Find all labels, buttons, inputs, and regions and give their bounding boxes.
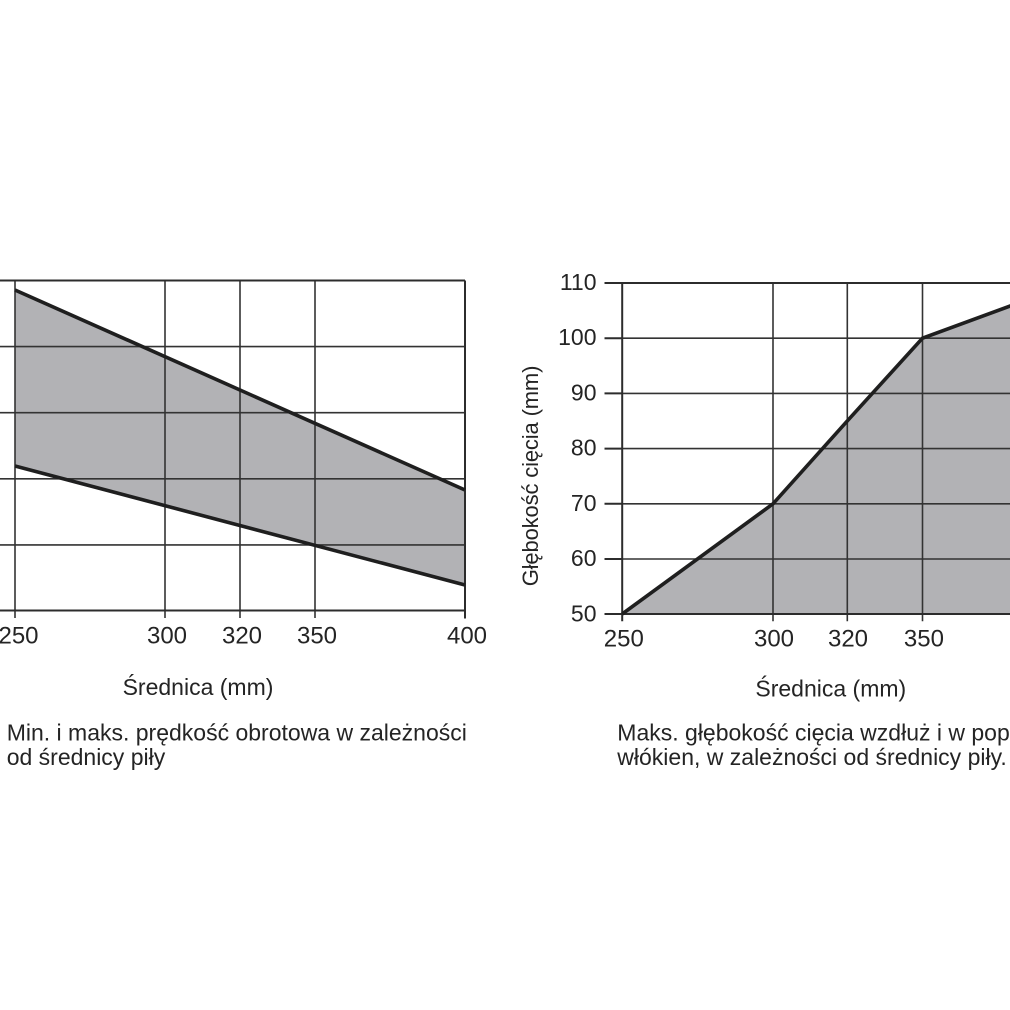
svg-text:Głębokość cięcia (mm): Głębokość cięcia (mm) [518,366,543,587]
svg-text:Maks. głębokość cięcia wzdłuż: Maks. głębokość cięcia wzdłuż i w poprze… [617,720,1010,746]
svg-text:70: 70 [571,490,597,516]
svg-text:400: 400 [447,623,487,650]
svg-text:Średnica (mm): Średnica (mm) [123,673,274,700]
svg-text:250: 250 [0,623,39,650]
svg-text:350: 350 [904,626,944,653]
svg-text:80: 80 [571,435,597,461]
svg-text:Średnica (mm): Średnica (mm) [755,675,906,702]
svg-text:250: 250 [604,626,644,653]
svg-text:320: 320 [828,626,868,653]
svg-text:60: 60 [571,545,597,571]
svg-text:włókien, w zależności od średn: włókien, w zależności od średnicy piły. [616,744,1006,770]
svg-text:100: 100 [558,324,596,350]
svg-text:300: 300 [147,623,187,650]
svg-text:50: 50 [571,600,597,626]
svg-text:320: 320 [222,623,262,650]
svg-text:90: 90 [571,379,597,405]
svg-text:300: 300 [754,626,794,653]
svg-text:350: 350 [297,623,337,650]
svg-text:od średnicy piły: od średnicy piły [7,744,166,770]
svg-text:Min. i maks. prędkość obrotowa: Min. i maks. prędkość obrotowa w zależno… [7,720,467,746]
svg-text:110: 110 [560,269,597,295]
